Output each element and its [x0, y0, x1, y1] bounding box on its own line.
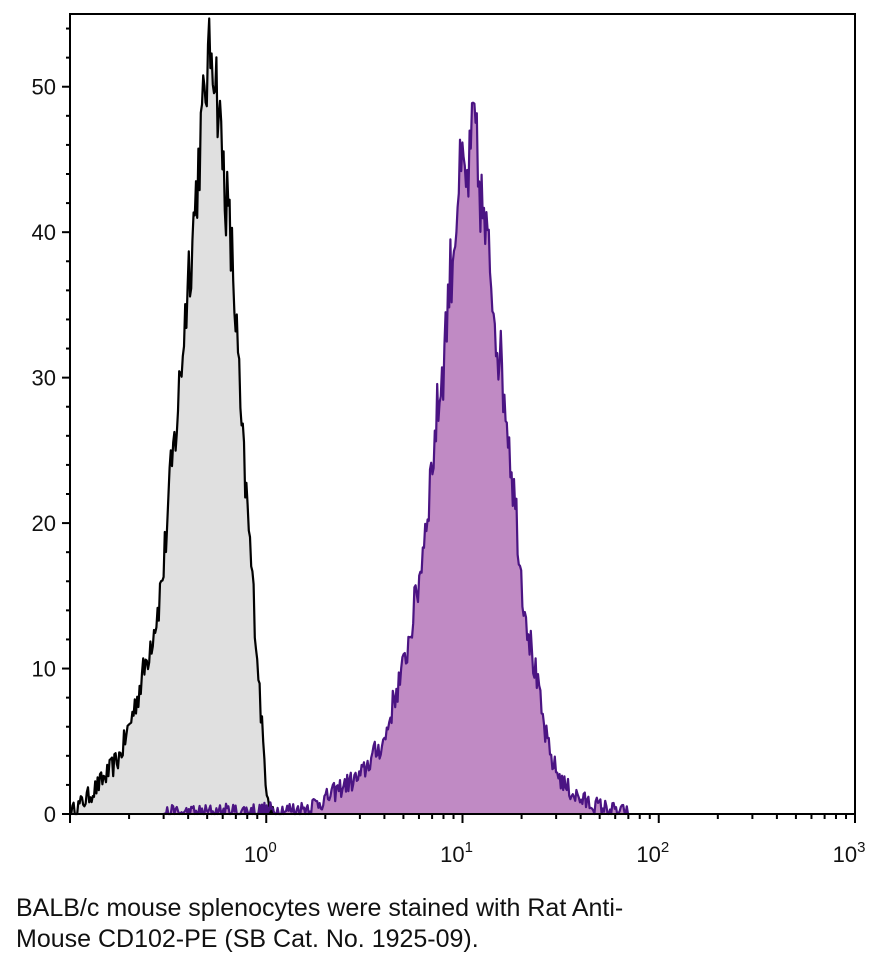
histogram-chart: 0 10 20 30 40 50 100 101 102 103 — [32, 13, 866, 867]
series-1-fill — [163, 102, 629, 814]
y-tick-label: 20 — [32, 511, 56, 536]
caption-line-1: BALB/c mouse splenocytes were stained wi… — [16, 894, 624, 922]
y-tick-label: 10 — [32, 657, 56, 682]
series-0-fill — [70, 18, 275, 814]
x-tick-label: 100 — [244, 839, 277, 867]
caption-line-2: Mouse CD102-PE (SB Cat. No. 1925-09). — [16, 925, 479, 953]
x-tick-label: 101 — [440, 839, 473, 867]
series-0-line — [70, 17, 276, 816]
y-tick-label: 0 — [44, 802, 56, 827]
series-1-line — [163, 101, 630, 816]
x-tick-label: 102 — [636, 839, 669, 867]
figure-caption: BALB/c mouse splenocytes were stained wi… — [16, 893, 876, 955]
y-tick-label: 30 — [32, 366, 56, 391]
x-tick-label: 103 — [833, 839, 866, 867]
y-tick-label: 50 — [32, 75, 56, 100]
y-tick-label: 40 — [32, 220, 56, 245]
